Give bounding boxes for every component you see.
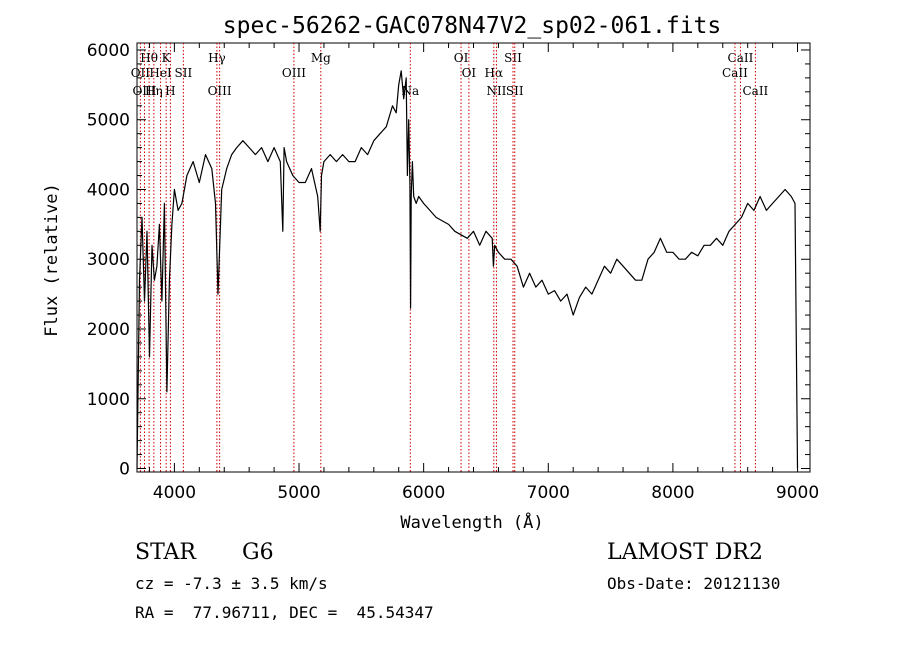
line-marker-label: Mg xyxy=(311,51,331,65)
line-marker-label: OI xyxy=(462,66,477,80)
line-marker-label: HeI xyxy=(149,66,172,80)
object-class: STAR xyxy=(135,540,196,565)
y-tick-label: 3000 xyxy=(87,250,130,270)
line-marker-label: NII xyxy=(486,84,506,98)
line-marker-label: CaII xyxy=(742,84,768,98)
chart-title: spec-56262-GAC078N47V2_sp02-061.fits xyxy=(223,13,722,39)
line-marker-label: OIII xyxy=(282,66,306,80)
line-marker-label: Hθ xyxy=(140,51,158,65)
line-marker-label: CaII xyxy=(728,51,754,65)
spectrum-series-0 xyxy=(136,70,799,469)
object-subclass: G6 xyxy=(242,540,274,565)
y-tick-label: 1000 xyxy=(87,390,130,410)
line-marker-label: Hγ xyxy=(208,51,226,65)
line-marker-label: OII xyxy=(131,66,151,80)
y-tick-label: 2000 xyxy=(87,320,130,340)
x-tick-label: 7000 xyxy=(527,483,570,503)
obs-date-text: Obs-Date: 20121130 xyxy=(607,574,781,593)
x-tick-label: 4000 xyxy=(153,483,196,503)
line-marker-label: H xyxy=(165,84,175,98)
line-marker-label: SII xyxy=(506,84,524,98)
y-tick-label: 6000 xyxy=(87,41,130,61)
plot-frame xyxy=(136,42,811,473)
line-marker-label: SII xyxy=(175,66,193,80)
y-tick-label: 5000 xyxy=(87,111,130,131)
y-tick-label: 0 xyxy=(119,460,130,480)
y-axis-label: Flux (relative) xyxy=(42,183,62,337)
y-tick-label: 4000 xyxy=(87,180,130,200)
coordinates-text: RA = 77.96711, DEC = 45.54347 xyxy=(135,603,434,622)
line-marker-label: Hα xyxy=(485,66,504,80)
line-marker-label: K xyxy=(162,51,172,65)
line-marker-label: OI xyxy=(454,51,469,65)
x-tick-label: 5000 xyxy=(277,483,320,503)
x-axis-label: Wavelength (Å) xyxy=(400,511,543,533)
x-tick-label: 8000 xyxy=(651,483,694,503)
line-marker-label: OIII xyxy=(208,84,232,98)
x-tick-label: 9000 xyxy=(776,483,819,503)
x-tick-label: 6000 xyxy=(402,483,445,503)
line-marker-label: Hη xyxy=(145,84,163,98)
line-marker-label: CaII xyxy=(722,66,748,80)
redshift-text: cz = -7.3 ± 3.5 km/s xyxy=(135,574,328,593)
line-marker-label: OIII xyxy=(132,84,156,98)
survey-name: LAMOST DR2 xyxy=(607,540,763,565)
line-marker-label: SII xyxy=(504,51,522,65)
